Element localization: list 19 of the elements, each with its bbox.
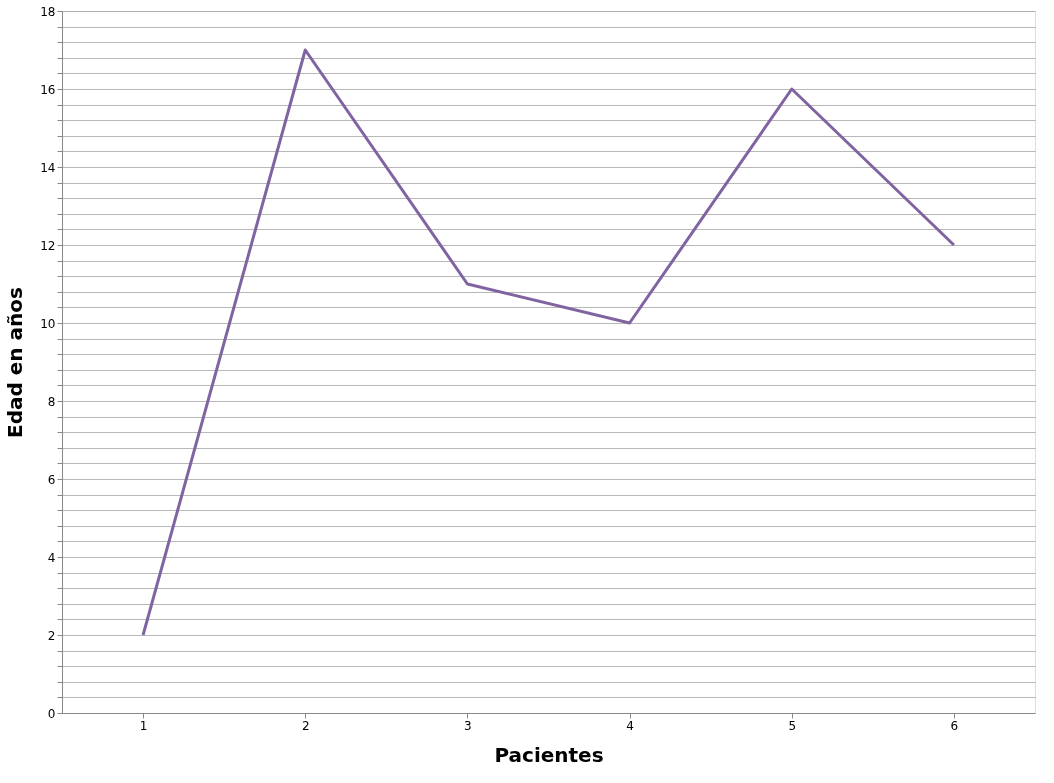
y-axis-title: Edad en años [3, 287, 28, 438]
y-tick-label: 18 [40, 4, 56, 19]
y-tick-label: 8 [47, 394, 56, 409]
x-tick-label: 2 [301, 718, 310, 733]
y-tick-label: 2 [47, 628, 56, 643]
y-tick-label: 6 [47, 472, 56, 487]
x-tick-label: 3 [464, 718, 472, 733]
y-tick-label: 16 [40, 82, 56, 97]
y-tick-label: 12 [40, 238, 56, 253]
x-tick-label: 1 [139, 718, 148, 733]
x-tick-label: 4 [626, 718, 634, 733]
y-tick-label: 4 [47, 550, 56, 565]
line-series [141, 48, 956, 637]
y-tick-label: 14 [40, 160, 56, 175]
x-tick-label: 6 [950, 718, 959, 733]
y-tick-label: 0 [47, 706, 56, 721]
x-tick-label: 5 [788, 718, 797, 733]
x-axis-title: Pacientes [494, 742, 604, 767]
y-tick-label: 10 [40, 316, 56, 331]
